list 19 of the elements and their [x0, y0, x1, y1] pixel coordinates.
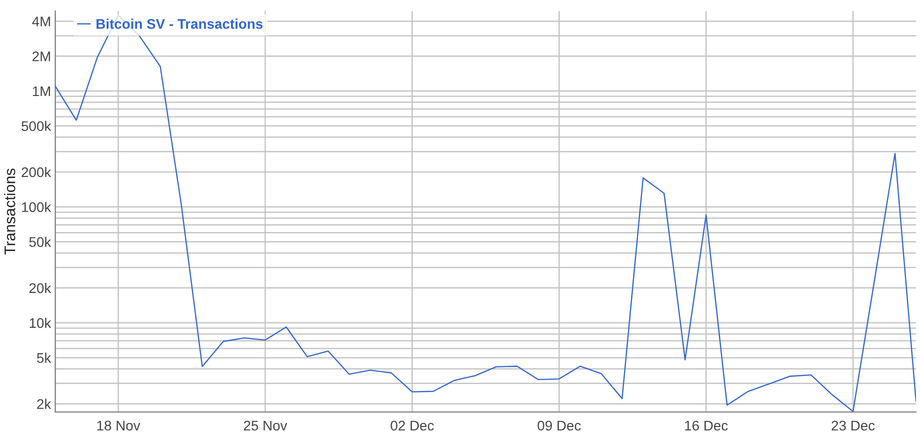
x-tick-label: 25 Nov — [244, 420, 288, 431]
y-tick-label: 1M — [32, 86, 50, 96]
x-tick-label: 09 Dec — [538, 420, 581, 431]
x-tick-label: 16 Dec — [685, 420, 728, 431]
x-tick-label: 23 Dec — [832, 420, 875, 431]
x-tick-label: 18 Nov — [97, 420, 140, 431]
y-tick-label: 20k — [29, 282, 52, 294]
y-axis-title: Transactions — [4, 168, 16, 255]
y-tick-label: 2M — [32, 51, 50, 62]
y-tick-label: 5k — [37, 352, 52, 363]
y-tick-label: 200k — [22, 166, 52, 178]
y-tick-label: 4M — [32, 16, 50, 26]
legend-label: Bitcoin SV - Transactions — [96, 18, 263, 29]
y-tick-label: 100k — [22, 202, 52, 212]
y-tick-label: 10k — [30, 318, 52, 328]
y-tick-label: 500k — [22, 120, 52, 132]
x-tick-label: 02 Dec — [390, 420, 434, 431]
y-tick-label: 50k — [29, 236, 52, 247]
y-tick-label: 2k — [37, 398, 52, 409]
